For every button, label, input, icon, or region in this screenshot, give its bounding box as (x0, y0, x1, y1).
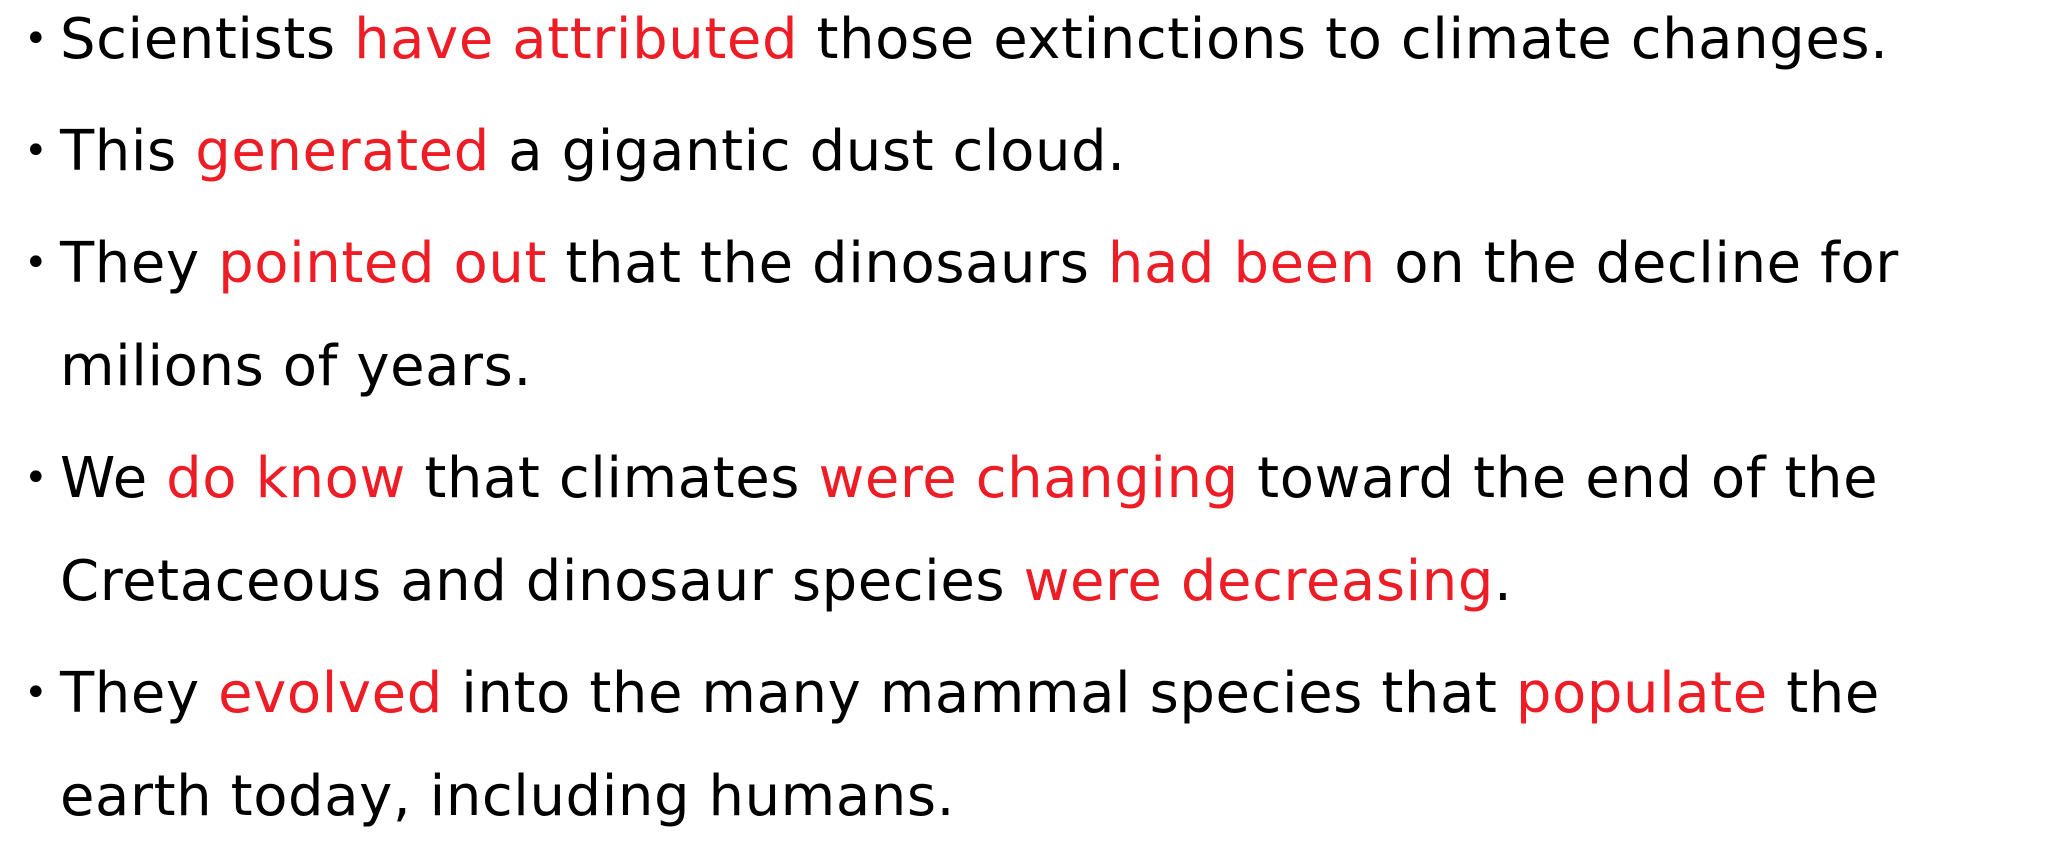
highlighted-text: have attributed (354, 7, 799, 72)
text: They (60, 661, 219, 726)
text: a gigantic dust cloud. (489, 119, 1126, 184)
text: on the decline for milions of years. (60, 231, 1899, 399)
text: Scientists (60, 7, 355, 72)
highlighted-text: do know (166, 446, 406, 511)
bullet: Scientists have attributed those extinct… (24, 0, 2047, 91)
page: {"emphasis_color": "#ee1c25", "bullets":… (0, 0, 2067, 823)
text: the earth today, including humans. (60, 661, 1880, 829)
highlighted-text: generated (195, 119, 490, 184)
highlighted-text: were decreasing (1023, 549, 1495, 614)
text: that climates (405, 446, 819, 511)
text: those extinctions to climate changes. (798, 7, 1889, 72)
text: toward the end of the Cretaceous and din… (60, 446, 1879, 614)
bullet: They pointed out that the dinosaurs had … (24, 212, 2047, 418)
highlighted-text: were changing (818, 446, 1239, 511)
text: They (60, 231, 219, 296)
bullet: We do know that climates were changing t… (24, 427, 2047, 633)
slide: Scientists have attributed those extinct… (0, 0, 2067, 823)
bullet: This generated a gigantic dust cloud. (24, 100, 2047, 203)
highlighted-text: pointed out (218, 231, 548, 296)
bullet: They evolved into the many mammal specie… (24, 642, 2047, 848)
highlighted-text: had been (1107, 231, 1376, 296)
highlighted-text: evolved (218, 661, 443, 726)
highlighted-text: populate (1515, 661, 1768, 726)
text: that the dinosaurs (547, 231, 1108, 296)
text: This (60, 119, 196, 184)
text: We (60, 446, 167, 511)
text: into the many mammal species that (442, 661, 1516, 726)
text: . (1494, 549, 1513, 614)
